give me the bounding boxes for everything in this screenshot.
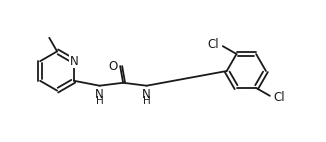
Text: N: N	[70, 55, 79, 68]
Text: H: H	[143, 96, 151, 106]
Text: Cl: Cl	[274, 91, 286, 104]
Text: Cl: Cl	[207, 38, 219, 51]
Text: N: N	[142, 88, 151, 101]
Text: O: O	[109, 60, 118, 73]
Text: H: H	[96, 96, 103, 106]
Text: N: N	[95, 88, 104, 101]
